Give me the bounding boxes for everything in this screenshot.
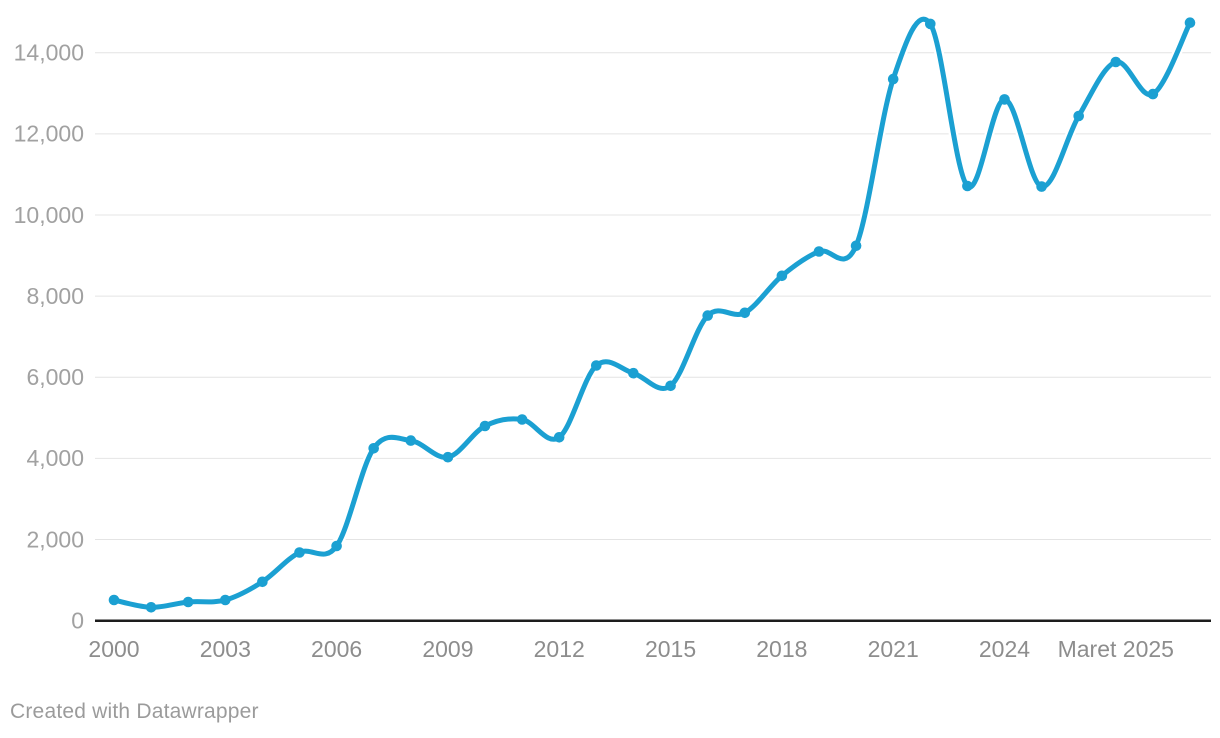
data-point <box>405 435 417 446</box>
y-axis-label: 6,000 <box>26 364 84 390</box>
data-point <box>442 451 454 463</box>
data-point <box>850 240 862 252</box>
x-axis-label: 2012 <box>534 636 585 662</box>
data-point <box>665 380 676 392</box>
y-axis-label: 0 <box>71 608 84 634</box>
data-point <box>220 594 231 606</box>
x-axis-label: 2024 <box>979 636 1030 662</box>
x-axis-label: 2018 <box>756 636 807 662</box>
x-axis-label: 2009 <box>422 636 473 662</box>
data-point <box>739 307 751 319</box>
data-point <box>776 270 788 282</box>
y-axis-label: 10,000 <box>14 202 84 228</box>
x-axis-label: 2021 <box>868 636 919 662</box>
data-point <box>591 360 602 371</box>
data-point <box>294 547 305 558</box>
data-point <box>479 420 491 432</box>
x-axis-label: 2000 <box>88 636 139 662</box>
data-point <box>553 432 565 443</box>
data-point <box>145 602 157 613</box>
data-point <box>702 310 713 321</box>
x-axis-label: 2006 <box>311 636 362 662</box>
data-point <box>813 246 825 257</box>
data-point <box>331 540 342 552</box>
data-line <box>111 16 1193 610</box>
data-point <box>1184 17 1196 29</box>
y-axis-label: 4,000 <box>26 445 84 471</box>
data-point <box>999 94 1010 105</box>
data-point <box>108 594 120 606</box>
x-axis-label: 2003 <box>200 636 251 662</box>
y-axis-label: 12,000 <box>14 121 84 147</box>
data-point <box>1073 110 1084 122</box>
data-point <box>887 73 899 85</box>
y-axis-label: 14,000 <box>14 40 84 66</box>
y-axis-label: 2,000 <box>26 526 84 552</box>
x-axis-label: Maret 2025 <box>1058 636 1174 662</box>
data-point <box>368 443 380 454</box>
y-axis-label: 8,000 <box>26 283 84 309</box>
data-point <box>1036 181 1047 192</box>
data-point <box>516 414 528 425</box>
datawrapper-credit: Created with Datawrapper <box>10 700 259 723</box>
data-point <box>925 18 936 30</box>
data-point <box>1147 88 1159 100</box>
data-point <box>1110 56 1122 68</box>
data-point <box>182 596 194 608</box>
data-point <box>257 576 268 588</box>
data-line-halo <box>109 14 1195 613</box>
data-point <box>962 180 973 192</box>
data-point <box>628 367 639 379</box>
x-axis-label: 2015 <box>645 636 696 662</box>
